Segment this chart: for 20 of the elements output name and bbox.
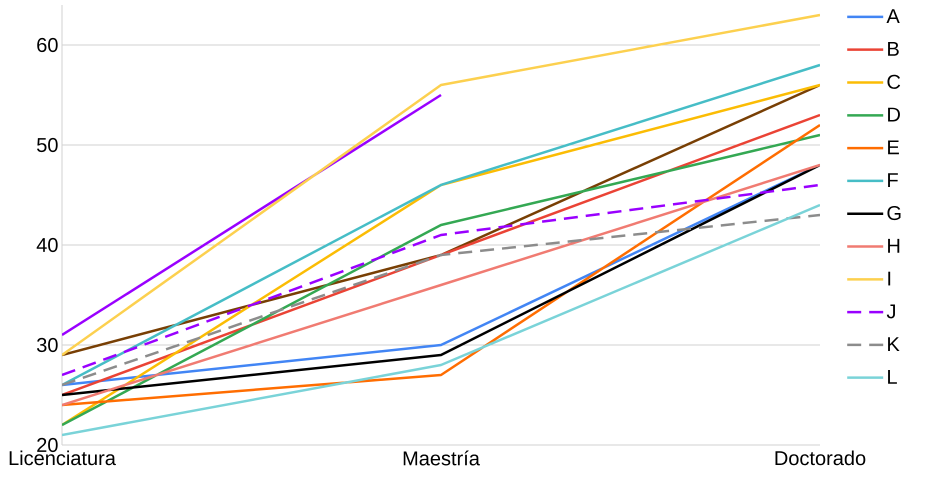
y-tick-label: 30 (36, 338, 58, 352)
legend-label: J (886, 304, 895, 318)
y-tick-label: 50 (37, 138, 58, 152)
legend-label: H (888, 238, 900, 253)
x-tick-label: Maestría (404, 450, 480, 466)
legend-label: F (888, 173, 898, 187)
legend-label: I (888, 272, 890, 286)
y-tick-label: 60 (37, 38, 58, 52)
y-tick-label: 40 (36, 238, 58, 252)
legend-label: D (888, 108, 900, 122)
legend-label: K (888, 337, 900, 351)
y-tick-label: 20 (37, 438, 58, 452)
legend-label: B (888, 42, 899, 56)
legend-label: E (888, 140, 899, 154)
x-tick-label: Doctorado (776, 450, 866, 466)
legend-label: C (887, 74, 900, 89)
legend-label: A (886, 9, 900, 23)
x-tick-label: Licenciatura (10, 450, 116, 466)
legend-label: G (887, 206, 900, 220)
legend-label: L (888, 370, 897, 384)
